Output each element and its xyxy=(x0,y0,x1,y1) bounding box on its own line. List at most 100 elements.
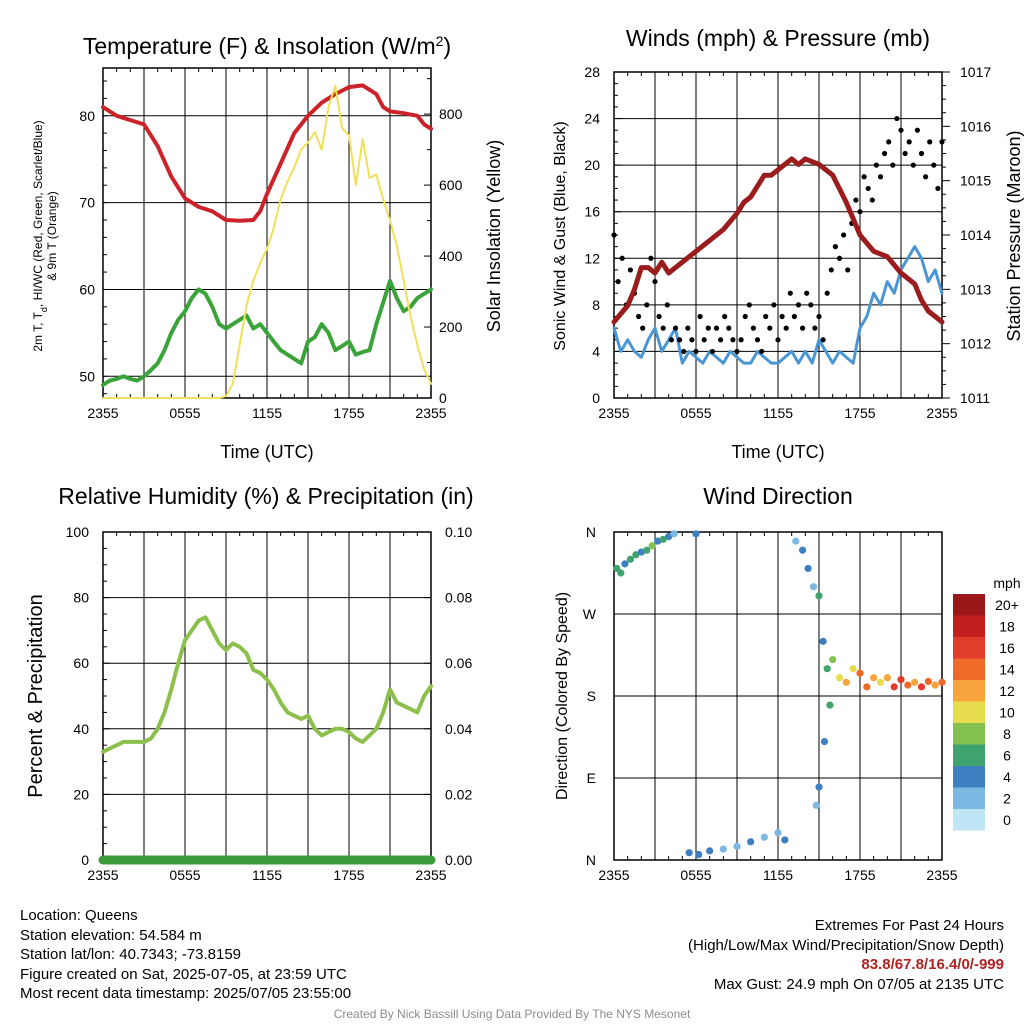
extremes-title: Extremes For Past 24 Hours xyxy=(814,917,1004,934)
gust-point xyxy=(804,290,810,296)
direction-point xyxy=(665,532,673,541)
y2-tick-label: 0 xyxy=(439,390,447,406)
series-line-2m-t xyxy=(101,83,433,223)
x-tick-label: 0555 xyxy=(169,867,200,883)
chart-title: Temperature (F) & Insolation (W/m2) xyxy=(83,33,451,59)
gust-point xyxy=(615,278,621,285)
series-line-solar-insolation xyxy=(102,84,432,399)
gust-point xyxy=(734,348,740,355)
gust-point xyxy=(713,325,720,331)
gust-point xyxy=(910,162,916,168)
gust-point xyxy=(890,162,896,168)
direction-point xyxy=(747,838,755,846)
x-axis-label: Time (UTC) xyxy=(731,442,824,462)
gust-point xyxy=(697,313,703,320)
series-line-station-pressure xyxy=(611,156,945,325)
y-tick-label: 0 xyxy=(81,852,89,868)
gust-point xyxy=(787,290,793,296)
gust-point xyxy=(681,348,687,355)
direction-point xyxy=(842,678,850,686)
direction-point xyxy=(856,669,864,677)
direction-point xyxy=(835,674,844,682)
gust-point xyxy=(644,302,650,308)
legend-label: 20+ xyxy=(995,597,1019,613)
gust-point xyxy=(767,325,773,331)
gust-point xyxy=(705,325,711,331)
latlon-text: Station lat/lon: 40.7343; -73.8159 xyxy=(20,946,242,963)
legend-swatch xyxy=(953,680,985,702)
direction-point xyxy=(924,677,932,686)
y2-tick-label: 0.00 xyxy=(445,852,472,868)
legend-swatch xyxy=(953,723,985,745)
direction-point xyxy=(781,836,789,844)
direction-point xyxy=(890,683,898,691)
y-tick-label: N xyxy=(586,852,596,868)
y2-tick-label: 1014 xyxy=(960,227,991,243)
direction-point xyxy=(774,829,782,837)
direction-point xyxy=(812,801,820,809)
gust-point xyxy=(894,115,900,122)
gust-point xyxy=(689,337,695,343)
y-tick-label: 12 xyxy=(584,250,600,266)
direction-point xyxy=(617,569,625,577)
y2-tick-label: 1017 xyxy=(960,64,991,80)
direction-point xyxy=(931,681,939,689)
gust-point xyxy=(750,325,757,331)
direction-point xyxy=(659,535,667,543)
direction-point xyxy=(876,678,885,686)
gust-point xyxy=(771,302,777,308)
legend-label: 10 xyxy=(999,704,1015,720)
y-tick-label: 70 xyxy=(79,195,95,211)
y2-axis-label: Station Pressure (Maroon) xyxy=(1004,130,1024,341)
gust-point xyxy=(898,127,904,133)
direction-point xyxy=(938,678,946,686)
y-tick-label: 20 xyxy=(584,157,600,173)
gust-point xyxy=(664,302,670,308)
legend-swatch xyxy=(953,701,985,723)
y2-tick-label: 0.02 xyxy=(445,786,472,802)
direction-point xyxy=(870,674,878,682)
direction-point xyxy=(670,530,678,538)
direction-point xyxy=(685,849,693,857)
y-axis-label-line2: & 9m T (Orange) xyxy=(45,191,59,281)
y2-tick-label: 0.08 xyxy=(445,590,472,606)
gust-point xyxy=(923,174,929,180)
speed-legend: mph 20+ 18 16 14 12 10 8 6 4 2 0 xyxy=(953,575,1021,831)
legend-swatch xyxy=(953,615,985,637)
gust-point xyxy=(791,313,798,320)
gust-point xyxy=(869,197,875,203)
y-tick-label: 0 xyxy=(592,390,600,406)
credit-text: Created By Nick Bassill Using Data Provi… xyxy=(333,1007,691,1021)
direction-point xyxy=(917,683,926,691)
gust-point xyxy=(845,267,851,273)
gust-point xyxy=(672,325,679,331)
y2-tick-label: 0.04 xyxy=(445,721,472,737)
gust-point xyxy=(759,348,765,355)
gust-point xyxy=(853,197,859,203)
gust-point xyxy=(730,337,736,343)
series-line-sonic-wind xyxy=(612,245,944,365)
direction-point xyxy=(760,833,768,841)
extremes-values: 83.8/67.8/16.4/0/-999 xyxy=(861,956,1004,973)
chart-title: Relative Humidity (%) & Precipitation (i… xyxy=(58,483,473,509)
x-tick-label: 1755 xyxy=(333,405,364,421)
legend-label: 8 xyxy=(1003,726,1011,742)
direction-point xyxy=(632,551,640,559)
gust-point xyxy=(832,244,839,250)
gust-point xyxy=(914,127,921,133)
y2-tick-label: 600 xyxy=(439,177,463,193)
humidity-chart: 0 20 40 60 80 100 0.00 0.02 0.04 0.06 0.08 0.10 2355… xyxy=(25,483,474,883)
direction-point xyxy=(643,546,651,554)
y-tick-label: 80 xyxy=(79,108,95,124)
gust-point xyxy=(722,313,728,320)
y-tick-label: 100 xyxy=(66,524,90,540)
direction-point xyxy=(815,783,823,791)
direction-point xyxy=(911,678,919,686)
y-axis-label: Direction (Colored By Speed) xyxy=(554,592,571,800)
gust-point xyxy=(886,139,892,145)
direction-point xyxy=(719,845,727,853)
legend-swatch xyxy=(953,637,985,659)
gust-point xyxy=(685,325,691,331)
legend-swatch xyxy=(953,766,985,788)
direction-point xyxy=(829,655,837,664)
